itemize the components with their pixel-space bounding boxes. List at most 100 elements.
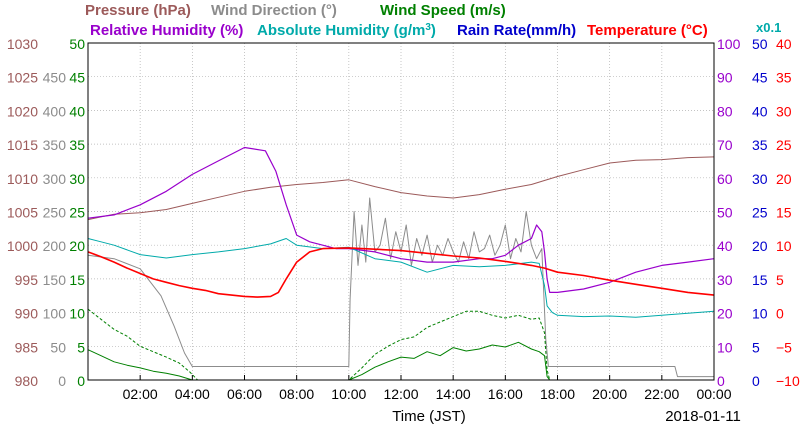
legend-rain: Rain Rate(mm/h) (457, 22, 576, 39)
x01-label: x0.1 (756, 20, 781, 35)
axis-label-rain: 15 (752, 272, 768, 288)
axis-label-pressure: 980 (15, 373, 39, 389)
axis-label-temp: 15 (776, 205, 792, 221)
axis-label-temp: 25 (776, 137, 792, 153)
legend-pressure: Pressure (hPa) (85, 2, 191, 19)
axis-label-windspeed: 50 (69, 36, 85, 52)
axis-label-pressure: 1015 (7, 137, 38, 153)
axis-label-winddir: 50 (50, 339, 66, 355)
legend-abshum: Absolute Humidity (g/m3) (257, 22, 436, 40)
x-tick-label: 10:00 (331, 386, 366, 402)
axis-label-windspeed: 25 (69, 205, 85, 221)
x-tick-label: 08:00 (279, 386, 314, 402)
date-label: 2018-01-11 (665, 408, 741, 425)
axis-label-pressure: 1020 (7, 103, 38, 119)
axis-label-temp: −5 (776, 339, 792, 355)
axis-layer: 1030102510201015101010051000995990985980… (7, 36, 800, 425)
axis-label-winddir: 450 (43, 70, 67, 86)
axis-label-winddir: 0 (58, 373, 66, 389)
axis-label-winddir: 150 (43, 272, 67, 288)
axis-label-rain: 30 (752, 171, 768, 187)
axis-label-temp: 10 (776, 238, 792, 254)
axis-label-rain: 50 (752, 36, 768, 52)
axis-label-temp: 0 (776, 306, 784, 322)
axis-label-pressure: 1030 (7, 36, 38, 52)
axis-label-pressure: 990 (15, 306, 39, 322)
axis-label-temp: 20 (776, 171, 792, 187)
axis-label-winddir: 400 (43, 103, 67, 119)
series-layer (87, 146, 715, 381)
x-tick-label: 06:00 (227, 386, 262, 402)
axis-label-windspeed: 10 (69, 306, 85, 322)
axis-label-humidity: 70 (717, 137, 733, 153)
axis-label-pressure: 1010 (7, 171, 38, 187)
grid-layer (88, 43, 714, 380)
axis-label-humidity: 10 (717, 339, 733, 355)
axis-label-winddir: 200 (43, 238, 67, 254)
axis-label-pressure: 1005 (7, 205, 38, 221)
x-tick-label: 14:00 (436, 386, 471, 402)
axis-label-humidity: 0 (717, 373, 725, 389)
legend-humidity: Relative Humidity (%) (90, 22, 243, 39)
axis-label-rain: 25 (752, 205, 768, 221)
axis-label-windspeed: 45 (69, 70, 85, 86)
axis-label-temp: 5 (776, 272, 784, 288)
axis-label-rain: 35 (752, 137, 768, 153)
axis-label-rain: 0 (752, 373, 760, 389)
axis-label-windspeed: 30 (69, 171, 85, 187)
axis-label-rain: 20 (752, 238, 768, 254)
series-line-relative-humidity (87, 146, 715, 293)
axis-label-pressure: 1000 (7, 238, 38, 254)
x-tick-label: 12:00 (383, 386, 418, 402)
axis-label-windspeed: 5 (77, 339, 85, 355)
x-axis-title: Time (JST) (392, 408, 466, 425)
x-tick-label: 20:00 (592, 386, 627, 402)
axis-label-temp: 40 (776, 36, 792, 52)
legend-winddir: Wind Direction (°) (211, 2, 337, 19)
legend-temp: Temperature (°C) (587, 22, 708, 39)
axis-label-temp: 30 (776, 103, 792, 119)
axis-label-rain: 10 (752, 306, 768, 322)
axis-label-pressure: 995 (15, 272, 39, 288)
axis-label-temp: −10 (776, 373, 800, 389)
x-tick-label: 00:00 (696, 386, 731, 402)
axis-label-humidity: 80 (717, 103, 733, 119)
axis-label-windspeed: 20 (69, 238, 85, 254)
axis-label-rain: 5 (752, 339, 760, 355)
x-tick-label: 02:00 (123, 386, 158, 402)
axis-label-pressure: 1025 (7, 70, 38, 86)
legend-layer: Pressure (hPa) Wind Direction (°) Wind Spe… (85, 2, 781, 39)
axis-label-temp: 35 (776, 70, 792, 86)
x-tick-label: 16:00 (488, 386, 523, 402)
axis-label-rain: 45 (752, 70, 768, 86)
x-tick-label: 22:00 (644, 386, 679, 402)
axis-label-winddir: 100 (43, 306, 67, 322)
axis-label-humidity: 40 (717, 238, 733, 254)
axis-label-winddir: 350 (43, 137, 67, 153)
axis-label-humidity: 30 (717, 272, 733, 288)
axis-label-windspeed: 0 (77, 373, 85, 389)
axis-label-windspeed: 15 (69, 272, 85, 288)
axis-label-windspeed: 35 (69, 137, 85, 153)
axis-label-humidity: 90 (717, 70, 733, 86)
axis-label-winddir: 250 (43, 205, 67, 221)
axis-label-windspeed: 40 (69, 103, 85, 119)
axis-label-humidity: 100 (717, 36, 741, 52)
series-line-wind-speed-m-s-gust (87, 308, 714, 381)
axis-label-winddir: 300 (43, 171, 67, 187)
axis-label-humidity: 20 (717, 306, 733, 322)
x-tick-label: 18:00 (540, 386, 575, 402)
axis-label-pressure: 985 (15, 339, 39, 355)
series-line-pressure-hpa (87, 156, 715, 221)
axis-label-rain: 40 (752, 103, 768, 119)
series-line-absolute-humidity-g-m3 (87, 238, 715, 318)
legend-windspeed: Wind Speed (m/s) (380, 2, 506, 19)
x-tick-label: 04:00 (175, 386, 210, 402)
series-line-wind-speed-m-s-avg (87, 341, 714, 381)
axis-label-humidity: 50 (717, 205, 733, 221)
series-line-temperature-c (87, 247, 715, 298)
axis-label-humidity: 60 (717, 171, 733, 187)
